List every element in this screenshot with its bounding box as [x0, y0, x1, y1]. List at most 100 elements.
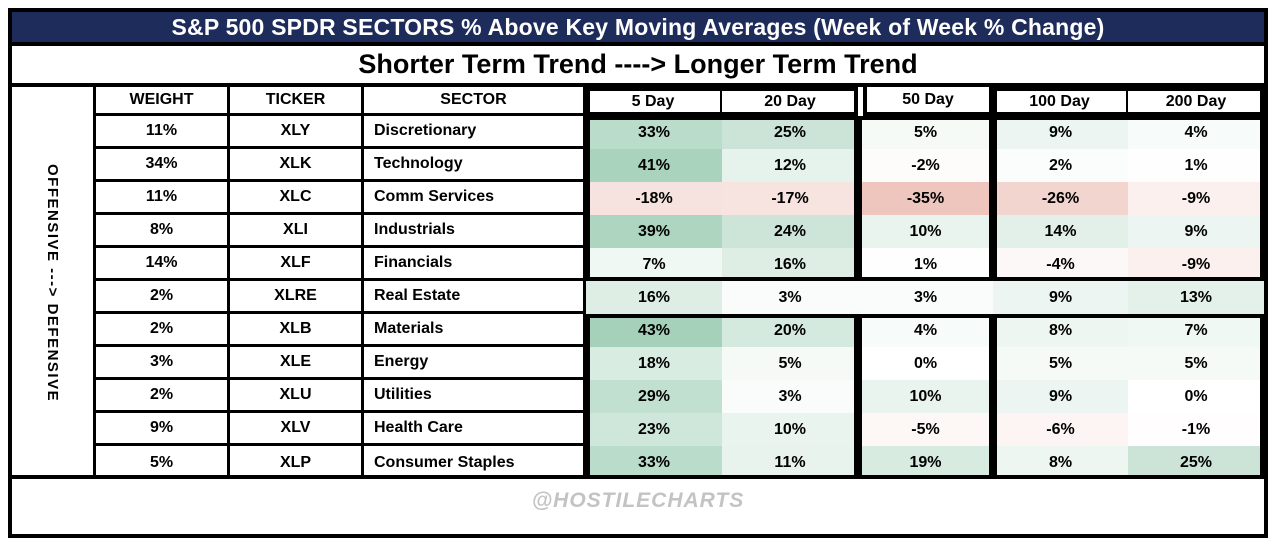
- value-cell: 16%: [586, 281, 722, 314]
- column-header-50day-text: 50 Day: [902, 90, 954, 108]
- value-cell: -2%: [858, 149, 993, 182]
- trend-direction-label: Shorter Term Trend ----> Longer Term Tre…: [358, 49, 918, 79]
- sector-cell: Real Estate: [364, 281, 586, 314]
- value-cell: 7%: [1128, 314, 1264, 347]
- value-cell: 1%: [1128, 149, 1264, 182]
- value-cell: 3%: [858, 281, 993, 314]
- value-cell: 3%: [722, 281, 858, 314]
- value-cell: 19%: [858, 446, 993, 479]
- column-header-20day: 20 Day: [764, 92, 816, 110]
- sector-cell: Financials: [364, 248, 586, 281]
- ticker-cell: XLK: [230, 149, 364, 182]
- value-cell: -9%: [1128, 248, 1264, 281]
- weight-cell: 34%: [96, 149, 230, 182]
- value-cell: 9%: [993, 281, 1128, 314]
- footer-bar: @HOSTILECHARTS: [12, 479, 1264, 522]
- column-header-200day: 200 Day: [1165, 92, 1227, 110]
- weight-cell: 11%: [96, 116, 230, 149]
- sector-cell: Health Care: [364, 413, 586, 446]
- value-cell: -17%: [722, 182, 858, 215]
- value-cell: 10%: [858, 380, 993, 413]
- value-cell: 13%: [1128, 281, 1264, 314]
- ticker-cell: XLRE: [230, 281, 364, 314]
- weight-cell: 3%: [96, 347, 230, 380]
- watermark-text: @HOSTILECHARTS: [531, 488, 745, 512]
- left-axis-label: OFFENSIVE ---> DEFENSIVE: [12, 87, 96, 479]
- ticker-cell: XLF: [230, 248, 364, 281]
- title-bar: S&P 500 SPDR SECTORS % Above Key Moving …: [12, 12, 1264, 46]
- sector-cell: Discretionary: [364, 116, 586, 149]
- value-cell: 25%: [722, 116, 858, 149]
- value-cell: -4%: [993, 248, 1128, 281]
- weight-cell: 2%: [96, 281, 230, 314]
- value-cell: -1%: [1128, 413, 1264, 446]
- value-cell: 5%: [993, 347, 1128, 380]
- column-header-100day: 100 Day: [993, 87, 1128, 116]
- sector-cell: Energy: [364, 347, 586, 380]
- column-header-5day: 5 Day: [586, 87, 722, 116]
- weight-cell: 8%: [96, 215, 230, 248]
- sector-cell: Industrials: [364, 215, 586, 248]
- sector-cell: Utilities: [364, 380, 586, 413]
- ticker-cell: XLI: [230, 215, 364, 248]
- value-cell: 8%: [993, 314, 1128, 347]
- column-header-weight: WEIGHT: [96, 87, 230, 116]
- value-cell: -26%: [993, 182, 1128, 215]
- value-cell: 0%: [858, 347, 993, 380]
- chart-title: S&P 500 SPDR SECTORS % Above Key Moving …: [171, 13, 1105, 40]
- sector-cell: Materials: [364, 314, 586, 347]
- value-cell: 25%: [1128, 446, 1264, 479]
- ticker-cell: XLC: [230, 182, 364, 215]
- value-cell: -35%: [858, 182, 993, 215]
- ticker-cell: XLU: [230, 380, 364, 413]
- weight-cell: 11%: [96, 182, 230, 215]
- subtitle-bar: Shorter Term Trend ----> Longer Term Tre…: [12, 46, 1264, 87]
- value-cell: 33%: [586, 116, 722, 149]
- value-cell: -9%: [1128, 182, 1264, 215]
- ticker-cell: XLY: [230, 116, 364, 149]
- weight-cell: 9%: [96, 413, 230, 446]
- value-cell: 8%: [993, 446, 1128, 479]
- sectors-table: OFFENSIVE ---> DEFENSIVE WEIGHT TICKER SECT…: [12, 83, 1264, 479]
- value-cell: 9%: [993, 380, 1128, 413]
- ticker-cell: XLE: [230, 347, 364, 380]
- value-cell: 23%: [586, 413, 722, 446]
- value-cell: -5%: [858, 413, 993, 446]
- ticker-cell: XLB: [230, 314, 364, 347]
- sector-cell: Comm Services: [364, 182, 586, 215]
- value-cell: 0%: [1128, 380, 1264, 413]
- value-cell: 33%: [586, 446, 722, 479]
- value-cell: -18%: [586, 182, 722, 215]
- value-cell: 3%: [722, 380, 858, 413]
- value-cell: -6%: [993, 413, 1128, 446]
- value-cell: 5%: [1128, 347, 1264, 380]
- value-cell: 5%: [858, 116, 993, 149]
- value-cell: 39%: [586, 215, 722, 248]
- value-cell: 29%: [586, 380, 722, 413]
- value-cell: 2%: [993, 149, 1128, 182]
- sector-cell: Technology: [364, 149, 586, 182]
- value-cell: 1%: [858, 248, 993, 281]
- value-cell: 4%: [1128, 116, 1264, 149]
- value-cell: 4%: [858, 314, 993, 347]
- weight-cell: 5%: [96, 446, 230, 479]
- value-cell: 24%: [722, 215, 858, 248]
- ticker-cell: XLP: [230, 446, 364, 479]
- value-cell: 14%: [993, 215, 1128, 248]
- chart-frame: S&P 500 SPDR SECTORS % Above Key Moving …: [8, 8, 1268, 538]
- weight-cell: 2%: [96, 380, 230, 413]
- value-cell: 16%: [722, 248, 858, 281]
- value-cell: 18%: [586, 347, 722, 380]
- ticker-cell: XLV: [230, 413, 364, 446]
- value-cell: 11%: [722, 446, 858, 479]
- value-cell: 41%: [586, 149, 722, 182]
- sector-cell: Consumer Staples: [364, 446, 586, 479]
- value-cell: 5%: [722, 347, 858, 380]
- value-cell: 43%: [586, 314, 722, 347]
- weight-cell: 14%: [96, 248, 230, 281]
- left-axis-label-text: OFFENSIVE ---> DEFENSIVE: [44, 163, 61, 403]
- value-cell: 7%: [586, 248, 722, 281]
- value-cell: 9%: [993, 116, 1128, 149]
- column-header-ticker: TICKER: [230, 87, 364, 116]
